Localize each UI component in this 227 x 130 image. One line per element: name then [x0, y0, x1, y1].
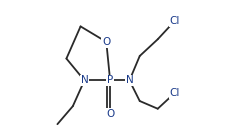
Text: N: N	[125, 75, 133, 85]
Text: Cl: Cl	[168, 88, 179, 98]
Text: P: P	[106, 75, 113, 85]
Text: O: O	[106, 109, 114, 119]
Text: O: O	[102, 37, 110, 47]
Text: N: N	[80, 75, 88, 85]
Text: Cl: Cl	[168, 16, 179, 26]
